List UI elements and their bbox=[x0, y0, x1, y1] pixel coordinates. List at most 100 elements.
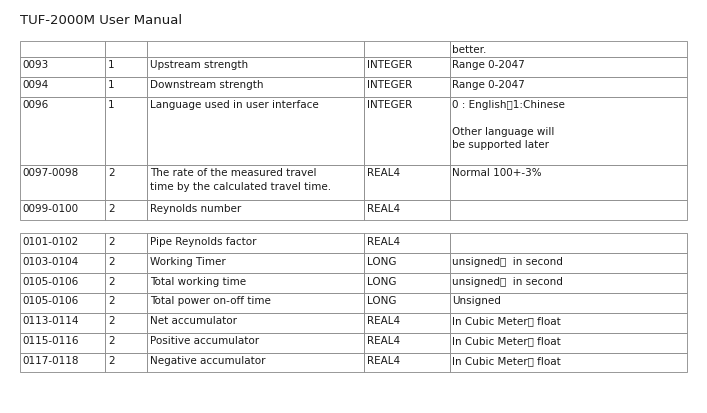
Bar bbox=[147, 78, 364, 97]
Text: Net accumulator: Net accumulator bbox=[150, 316, 237, 325]
Text: Unsigned: Unsigned bbox=[452, 296, 501, 306]
Bar bbox=[450, 353, 687, 373]
Bar bbox=[20, 234, 105, 254]
Bar bbox=[364, 42, 450, 58]
Bar bbox=[147, 293, 364, 313]
Bar bbox=[147, 273, 364, 293]
Bar bbox=[147, 254, 364, 273]
Text: LONG: LONG bbox=[367, 256, 397, 266]
Text: Upstream strength: Upstream strength bbox=[150, 60, 248, 70]
Bar bbox=[450, 97, 687, 166]
Text: 0101-0102: 0101-0102 bbox=[23, 236, 79, 246]
Bar bbox=[105, 333, 147, 353]
Bar bbox=[105, 58, 147, 78]
Text: Range 0-2047: Range 0-2047 bbox=[452, 60, 525, 70]
Text: Reynolds number: Reynolds number bbox=[150, 203, 241, 213]
Bar bbox=[20, 42, 105, 58]
Text: 2: 2 bbox=[108, 203, 115, 213]
Text: Total power on-off time: Total power on-off time bbox=[150, 296, 271, 306]
Bar bbox=[105, 273, 147, 293]
Bar bbox=[20, 293, 105, 313]
Bar bbox=[20, 353, 105, 373]
Text: Range 0-2047: Range 0-2047 bbox=[452, 80, 525, 90]
Text: 0094: 0094 bbox=[23, 80, 49, 90]
Text: Pipe Reynolds factor: Pipe Reynolds factor bbox=[150, 236, 257, 246]
Text: 0097-0098: 0097-0098 bbox=[23, 168, 79, 178]
Text: Language used in user interface: Language used in user interface bbox=[150, 100, 319, 110]
Bar bbox=[20, 58, 105, 78]
Bar bbox=[147, 58, 364, 78]
Bar bbox=[105, 293, 147, 313]
Text: 2: 2 bbox=[108, 296, 115, 306]
Text: TUF-2000M User Manual: TUF-2000M User Manual bbox=[20, 14, 182, 27]
Bar bbox=[450, 313, 687, 333]
Text: REAL4: REAL4 bbox=[367, 335, 400, 345]
Bar bbox=[364, 201, 450, 221]
Bar bbox=[105, 166, 147, 201]
Text: In Cubic Meter， float: In Cubic Meter， float bbox=[452, 335, 561, 345]
Text: 0113-0114: 0113-0114 bbox=[23, 316, 79, 325]
Bar bbox=[20, 313, 105, 333]
Bar bbox=[147, 42, 364, 58]
Bar bbox=[20, 333, 105, 353]
Text: INTEGER: INTEGER bbox=[367, 80, 412, 90]
Bar bbox=[147, 333, 364, 353]
Bar bbox=[20, 273, 105, 293]
Bar bbox=[105, 313, 147, 333]
Text: 2: 2 bbox=[108, 316, 115, 325]
Bar bbox=[147, 234, 364, 254]
Bar bbox=[364, 293, 450, 313]
Bar bbox=[20, 254, 105, 273]
Bar bbox=[105, 254, 147, 273]
Text: In Cubic Meter， float: In Cubic Meter， float bbox=[452, 355, 561, 365]
Text: 2: 2 bbox=[108, 276, 115, 286]
Text: better.: better. bbox=[452, 45, 487, 55]
Text: 1: 1 bbox=[108, 80, 115, 90]
Bar bbox=[147, 97, 364, 166]
Text: The rate of the measured travel
time by the calculated travel time.: The rate of the measured travel time by … bbox=[150, 168, 331, 191]
Bar bbox=[147, 201, 364, 221]
Bar bbox=[450, 293, 687, 313]
Text: Working Timer: Working Timer bbox=[150, 256, 226, 266]
Text: 0115-0116: 0115-0116 bbox=[23, 335, 79, 345]
Bar bbox=[450, 254, 687, 273]
Text: 1: 1 bbox=[108, 60, 115, 70]
Text: 0096: 0096 bbox=[23, 100, 49, 110]
Text: 2: 2 bbox=[108, 256, 115, 266]
Bar bbox=[105, 234, 147, 254]
Bar bbox=[450, 234, 687, 254]
Text: 0117-0118: 0117-0118 bbox=[23, 355, 79, 365]
Text: 2: 2 bbox=[108, 168, 115, 178]
Bar bbox=[450, 58, 687, 78]
Text: INTEGER: INTEGER bbox=[367, 60, 412, 70]
Bar bbox=[147, 166, 364, 201]
Bar bbox=[364, 353, 450, 373]
Bar bbox=[450, 201, 687, 221]
Text: REAL4: REAL4 bbox=[367, 168, 400, 178]
Bar bbox=[105, 78, 147, 97]
Bar bbox=[20, 97, 105, 166]
Bar bbox=[105, 201, 147, 221]
Text: Negative accumulator: Negative accumulator bbox=[150, 355, 266, 365]
Bar bbox=[105, 97, 147, 166]
Bar bbox=[450, 333, 687, 353]
Bar bbox=[450, 78, 687, 97]
Bar bbox=[450, 273, 687, 293]
Text: In Cubic Meter， float: In Cubic Meter， float bbox=[452, 316, 561, 325]
Text: 0105-0106: 0105-0106 bbox=[23, 296, 79, 306]
Text: Positive accumulator: Positive accumulator bbox=[150, 335, 259, 345]
Text: 1: 1 bbox=[108, 100, 115, 110]
Text: 0103-0104: 0103-0104 bbox=[23, 256, 79, 266]
Bar bbox=[20, 166, 105, 201]
Bar bbox=[364, 333, 450, 353]
Text: REAL4: REAL4 bbox=[367, 316, 400, 325]
Bar bbox=[364, 58, 450, 78]
Text: 2: 2 bbox=[108, 335, 115, 345]
Bar bbox=[364, 78, 450, 97]
Text: 0093: 0093 bbox=[23, 60, 49, 70]
Bar bbox=[364, 234, 450, 254]
Bar bbox=[364, 273, 450, 293]
Bar bbox=[364, 97, 450, 166]
Bar bbox=[105, 353, 147, 373]
Bar bbox=[20, 78, 105, 97]
